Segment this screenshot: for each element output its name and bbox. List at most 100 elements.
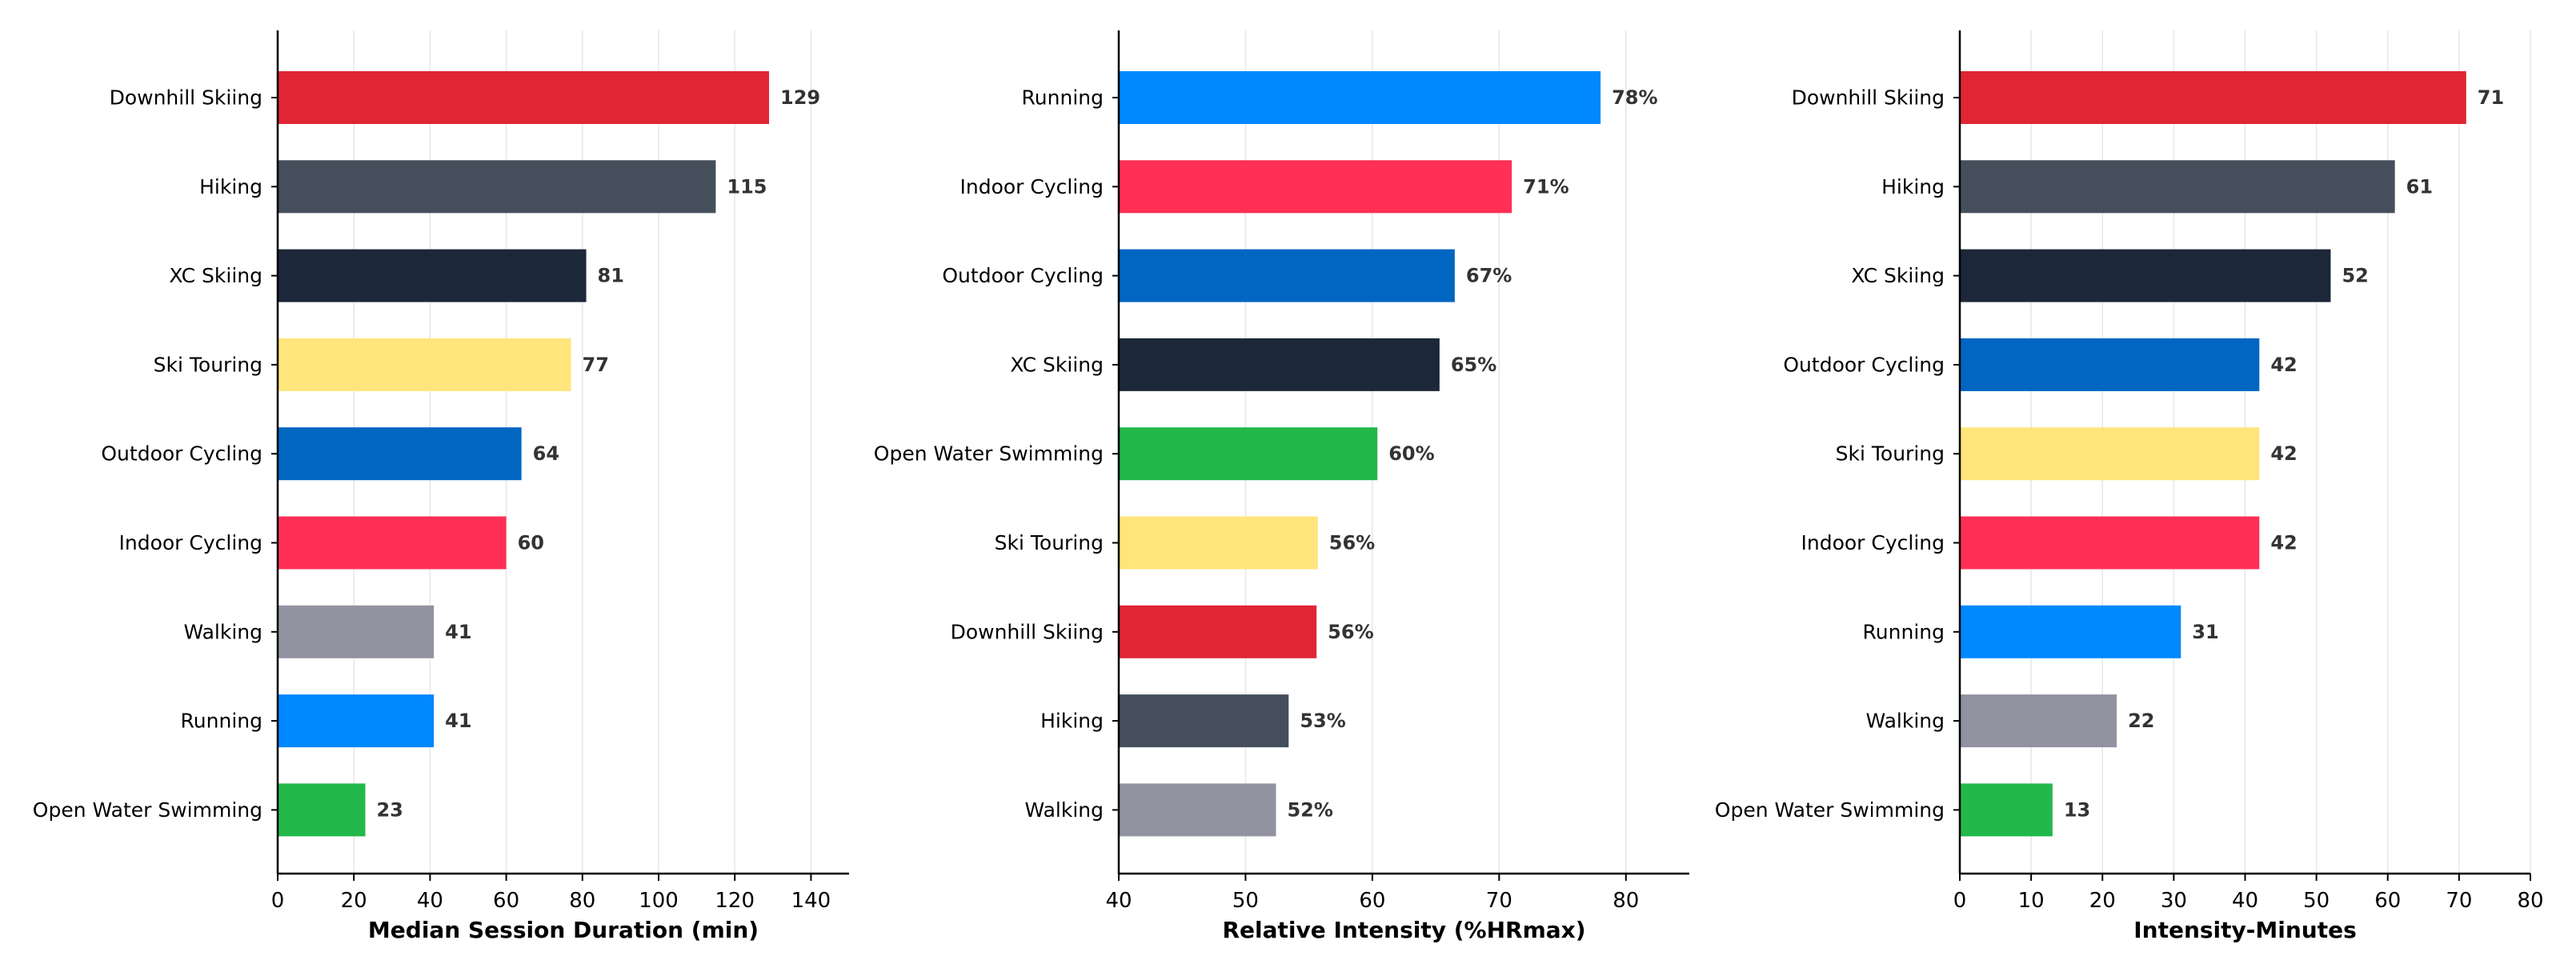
x-tick-label: 120 [715,889,755,913]
category-label: Downhill Skiing [1792,86,1945,110]
data-label: 53% [1300,710,1345,732]
x-tick-label: 10 [2018,889,2045,913]
bar-outdoor-cycling [1119,249,1455,302]
bar-indoor-cycling [1119,160,1512,214]
category-label: Indoor Cycling [1801,531,1945,554]
x-tick-label: 60 [493,889,519,913]
x-tick-label: 140 [791,889,831,913]
x-tick-label: 40 [1105,889,1132,913]
bar-outdoor-cycling [278,427,522,481]
bar-open-water-swimming [1960,783,2053,837]
category-label: Walking [1024,798,1104,822]
data-label: 13 [2064,798,2090,821]
bar-indoor-cycling [278,516,507,570]
bar-running [1119,71,1601,124]
x-tick-label: 40 [2232,889,2258,913]
category-label: Open Water Swimming [33,798,262,822]
category-label: Downhill Skiing [951,620,1104,643]
data-label: 41 [445,710,471,732]
category-label: Running [181,710,262,733]
x-tick-label: 60 [1359,889,1385,913]
category-label: Running [1863,620,1945,643]
category-label: Walking [1865,710,1945,733]
x-tick-label: 80 [1613,889,1639,913]
bar-walking [278,605,435,658]
x-tick-label: 70 [1486,889,1512,913]
bar-walking [1960,694,2117,748]
data-label: 42 [2270,354,2297,376]
category-label: Hiking [1040,710,1104,733]
x-tick-label: 0 [271,889,285,913]
category-label: Running [1022,86,1104,110]
x-tick-label: 60 [2374,889,2401,913]
bar-walking [1119,783,1276,837]
category-label: Ski Touring [154,353,262,376]
category-label: Open Water Swimming [1715,798,1945,822]
bar-running [278,694,435,748]
x-axis-title: Intensity-Minutes [2133,917,2357,943]
category-label: Hiking [1881,175,1945,198]
category-label: Downhill Skiing [110,86,262,110]
category-label: XC Skiing [1851,264,1945,287]
category-label: Outdoor Cycling [101,442,262,466]
x-tick-label: 30 [2161,889,2187,913]
bar-downhill-skiing [278,71,770,124]
data-label: 23 [376,798,403,821]
bar-downhill-skiing [1119,605,1317,658]
x-tick-label: 80 [569,889,595,913]
bar-open-water-swimming [278,783,366,837]
x-tick-label: 80 [2517,889,2543,913]
data-label: 56% [1329,532,1375,554]
x-axis-title: Median Session Duration (min) [368,917,759,943]
data-label: 52 [2342,265,2368,287]
data-label: 65% [1451,354,1496,376]
chart-panel-intensity-minutes: Downhill Skiing 71 Hiking 61 XC Skiing 52 Outd… [1715,30,2544,943]
x-tick-label: 0 [1953,889,1967,913]
data-label: 31 [2192,621,2218,643]
category-label: XC Skiing [1010,353,1104,376]
x-tick-label: 100 [639,889,679,913]
bar-indoor-cycling [1960,516,2260,570]
category-label: Open Water Swimming [874,442,1104,466]
x-tick-label: 50 [2303,889,2330,913]
category-label: Walking [183,620,262,643]
data-label: 56% [1328,621,1373,643]
x-axis-title: Relative Intensity (%HRmax) [1222,917,1585,943]
category-label: Indoor Cycling [118,531,262,554]
bar-xc-skiing [1119,338,1440,391]
category-label: Outdoor Cycling [942,264,1104,287]
data-label: 129 [780,86,820,109]
data-label: 81 [598,265,624,287]
category-label: Outdoor Cycling [1783,353,1945,376]
chart-panel-duration: Downhill Skiing 129 Hiking 115 XC Skiing 81 Sk… [33,30,849,943]
data-label: 115 [727,175,767,198]
bar-xc-skiing [278,249,587,302]
data-label: 60 [518,532,544,554]
data-label: 22 [2128,710,2154,732]
bar-ski-touring [1960,427,2260,481]
x-tick-label: 70 [2446,889,2472,913]
bar-running [1960,605,2181,658]
x-tick-label: 20 [341,889,367,913]
bar-ski-touring [1119,516,1318,570]
bar-downhill-skiing [1960,71,2466,124]
bar-hiking [1960,160,2395,214]
category-label: Ski Touring [1836,442,1945,466]
category-label: Indoor Cycling [959,175,1104,198]
data-label: 77 [583,354,609,376]
data-label: 41 [445,621,471,643]
category-label: Hiking [199,175,262,198]
x-tick-label: 40 [417,889,443,913]
data-label: 61 [2406,175,2433,198]
data-label: 42 [2270,532,2297,554]
bar-hiking [1119,694,1289,748]
category-label: Ski Touring [995,531,1104,554]
data-label: 71% [1523,175,1568,198]
data-label: 60% [1388,442,1434,465]
bar-ski-touring [278,338,571,391]
data-label: 67% [1466,265,1512,287]
data-label: 71 [2478,86,2504,109]
data-label: 78% [1612,86,1657,109]
data-label: 42 [2270,442,2297,465]
